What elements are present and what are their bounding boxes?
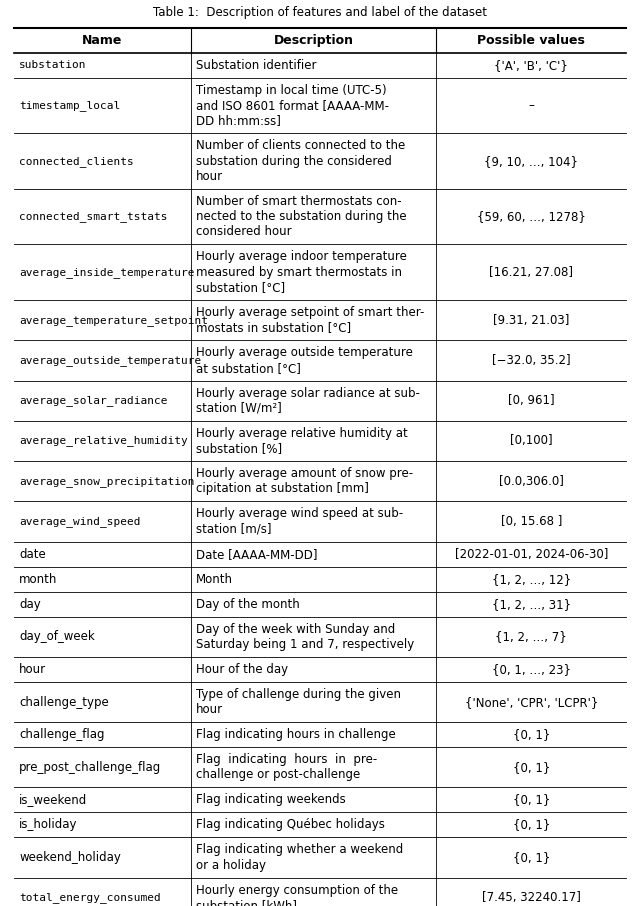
Text: [0, 961]: [0, 961] — [508, 394, 554, 407]
Text: [0, 15.68 ]: [0, 15.68 ] — [500, 515, 562, 528]
Text: day_of_week: day_of_week — [19, 631, 95, 643]
Text: substation: substation — [19, 61, 86, 71]
Text: Flag indicating Québec holidays: Flag indicating Québec holidays — [196, 818, 385, 832]
Text: [9.31, 21.03]: [9.31, 21.03] — [493, 313, 570, 327]
Text: [0,100]: [0,100] — [510, 435, 552, 448]
Text: Hour of the day: Hour of the day — [196, 663, 288, 676]
Text: Possible values: Possible values — [477, 34, 585, 47]
Text: substation [kWh]: substation [kWh] — [196, 899, 297, 906]
Text: average_snow_precipitation: average_snow_precipitation — [19, 476, 195, 487]
Text: average_temperature_setpoint: average_temperature_setpoint — [19, 314, 208, 325]
Text: Table 1:  Description of features and label of the dataset: Table 1: Description of features and lab… — [153, 5, 487, 18]
Text: Hourly average relative humidity at: Hourly average relative humidity at — [196, 427, 408, 439]
Text: and ISO 8601 format [AAAA-MM-: and ISO 8601 format [AAAA-MM- — [196, 99, 388, 112]
Text: pre_post_challenge_flag: pre_post_challenge_flag — [19, 761, 161, 774]
Text: Type of challenge during the given: Type of challenge during the given — [196, 688, 401, 701]
Text: {0, 1}: {0, 1} — [513, 761, 550, 774]
Text: average_relative_humidity: average_relative_humidity — [19, 436, 188, 447]
Text: timestamp_local: timestamp_local — [19, 100, 120, 111]
Text: average_inside_temperature: average_inside_temperature — [19, 266, 195, 277]
Text: Date [AAAA-MM-DD]: Date [AAAA-MM-DD] — [196, 547, 317, 561]
Text: {1, 2, …, 7}: {1, 2, …, 7} — [495, 631, 567, 643]
Text: [0.0,306.0]: [0.0,306.0] — [499, 475, 564, 487]
Text: Day of the month: Day of the month — [196, 598, 300, 611]
Text: Name: Name — [82, 34, 123, 47]
Text: average_wind_speed: average_wind_speed — [19, 516, 141, 527]
Text: nected to the substation during the: nected to the substation during the — [196, 210, 406, 223]
Text: hour: hour — [196, 170, 223, 183]
Text: substation during the considered: substation during the considered — [196, 155, 392, 168]
Text: challenge_type: challenge_type — [19, 696, 109, 708]
Text: Saturday being 1 and 7, respectively: Saturday being 1 and 7, respectively — [196, 638, 414, 651]
Text: Flag indicating hours in challenge: Flag indicating hours in challenge — [196, 728, 396, 741]
Text: {59, 60, …, 1278}: {59, 60, …, 1278} — [477, 210, 586, 223]
Text: connected_smart_tstats: connected_smart_tstats — [19, 211, 168, 222]
Text: Number of clients connected to the: Number of clients connected to the — [196, 140, 405, 152]
Text: Substation identifier: Substation identifier — [196, 59, 316, 72]
Text: mostats in substation [°C]: mostats in substation [°C] — [196, 322, 351, 334]
Text: Month: Month — [196, 573, 233, 585]
Text: considered hour: considered hour — [196, 226, 291, 238]
Text: {0, 1}: {0, 1} — [513, 794, 550, 806]
Text: Hourly average wind speed at sub-: Hourly average wind speed at sub- — [196, 507, 403, 520]
Text: date: date — [19, 547, 46, 561]
Text: total_energy_consumed: total_energy_consumed — [19, 892, 161, 903]
Text: {0, 1}: {0, 1} — [513, 728, 550, 741]
Text: weekend_holiday: weekend_holiday — [19, 851, 121, 864]
Text: {1, 2, …, 12}: {1, 2, …, 12} — [492, 573, 571, 585]
Text: Description: Description — [274, 34, 354, 47]
Text: hour: hour — [19, 663, 46, 676]
Text: station [m/s]: station [m/s] — [196, 523, 271, 535]
Text: is_weekend: is_weekend — [19, 794, 87, 806]
Text: {0, 1}: {0, 1} — [513, 818, 550, 832]
Text: [7.45, 32240.17]: [7.45, 32240.17] — [482, 892, 580, 904]
Text: Flag  indicating  hours  in  pre-: Flag indicating hours in pre- — [196, 753, 377, 766]
Text: challenge_flag: challenge_flag — [19, 728, 104, 741]
Text: [−32.0, 35.2]: [−32.0, 35.2] — [492, 354, 570, 367]
Text: at substation [°C]: at substation [°C] — [196, 361, 301, 374]
Text: Day of the week with Sunday and: Day of the week with Sunday and — [196, 622, 395, 636]
Text: cipitation at substation [mm]: cipitation at substation [mm] — [196, 482, 369, 496]
Text: Timestamp in local time (UTC-5): Timestamp in local time (UTC-5) — [196, 83, 387, 97]
Text: Flag indicating weekends: Flag indicating weekends — [196, 794, 346, 806]
Text: average_outside_temperature: average_outside_temperature — [19, 355, 202, 366]
Text: {0, 1}: {0, 1} — [513, 851, 550, 864]
Text: month: month — [19, 573, 58, 585]
Text: {'A', 'B', 'C'}: {'A', 'B', 'C'} — [494, 59, 568, 72]
Text: Hourly energy consumption of the: Hourly energy consumption of the — [196, 883, 398, 897]
Text: [2022-01-01, 2024-06-30]: [2022-01-01, 2024-06-30] — [454, 547, 608, 561]
Text: substation [%]: substation [%] — [196, 442, 282, 455]
Text: connected_clients: connected_clients — [19, 156, 134, 167]
Text: [16.21, 27.08]: [16.21, 27.08] — [489, 265, 573, 279]
Text: average_solar_radiance: average_solar_radiance — [19, 395, 168, 406]
Text: hour: hour — [196, 703, 223, 717]
Text: or a holiday: or a holiday — [196, 859, 266, 872]
Text: Hourly average amount of snow pre-: Hourly average amount of snow pre- — [196, 467, 413, 480]
Text: {'None', 'CPR', 'LCPR'}: {'None', 'CPR', 'LCPR'} — [465, 696, 598, 708]
Text: Number of smart thermostats con-: Number of smart thermostats con- — [196, 195, 401, 207]
Text: Hourly average setpoint of smart ther-: Hourly average setpoint of smart ther- — [196, 306, 424, 319]
Text: is_holiday: is_holiday — [19, 818, 77, 832]
Text: station [W/m²]: station [W/m²] — [196, 402, 282, 415]
Text: day: day — [19, 598, 41, 611]
Text: Hourly average solar radiance at sub-: Hourly average solar radiance at sub- — [196, 387, 420, 400]
Text: {9, 10, …, 104}: {9, 10, …, 104} — [484, 155, 578, 168]
Text: Flag indicating whether a weekend: Flag indicating whether a weekend — [196, 843, 403, 856]
Text: {0, 1, …, 23}: {0, 1, …, 23} — [492, 663, 571, 676]
Text: challenge or post-challenge: challenge or post-challenge — [196, 768, 360, 782]
Text: –: – — [528, 99, 534, 112]
Text: Hourly average outside temperature: Hourly average outside temperature — [196, 346, 413, 360]
Text: measured by smart thermostats in: measured by smart thermostats in — [196, 265, 402, 279]
Text: Hourly average indoor temperature: Hourly average indoor temperature — [196, 250, 406, 264]
Text: DD hh:mm:ss]: DD hh:mm:ss] — [196, 114, 280, 128]
Text: {1, 2, …, 31}: {1, 2, …, 31} — [492, 598, 571, 611]
Text: substation [°C]: substation [°C] — [196, 281, 285, 294]
